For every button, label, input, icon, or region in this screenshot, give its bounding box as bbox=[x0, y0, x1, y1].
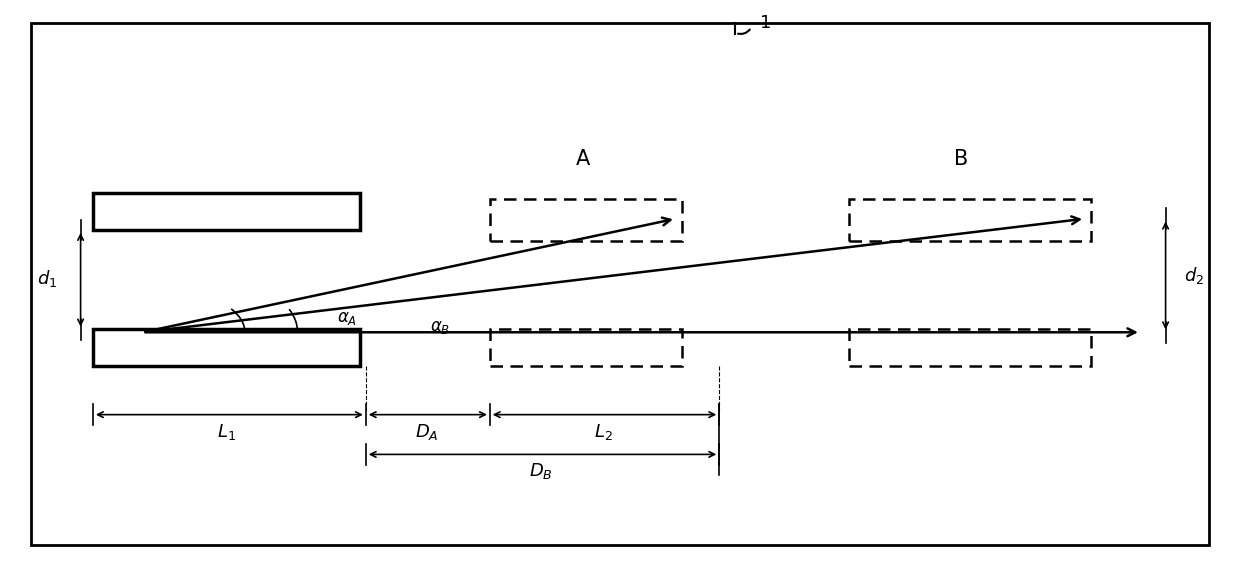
Text: B: B bbox=[954, 149, 968, 169]
Text: $L_1$: $L_1$ bbox=[217, 421, 237, 442]
Text: 1: 1 bbox=[760, 14, 771, 32]
Text: $d_2$: $d_2$ bbox=[1184, 265, 1204, 286]
Text: $d_1$: $d_1$ bbox=[37, 268, 57, 289]
Bar bbox=[849, 329, 1091, 366]
Text: A: A bbox=[575, 149, 590, 169]
Bar bbox=[490, 329, 682, 366]
Text: $L_2$: $L_2$ bbox=[594, 421, 614, 442]
Bar bbox=[93, 329, 360, 366]
Text: $D_A$: $D_A$ bbox=[414, 421, 439, 442]
Bar bbox=[93, 193, 360, 230]
Text: $\alpha_A$: $\alpha_A$ bbox=[337, 309, 357, 327]
Bar bbox=[849, 199, 1091, 241]
Text: $D_B$: $D_B$ bbox=[528, 461, 553, 482]
Text: $\alpha_B$: $\alpha_B$ bbox=[430, 318, 450, 336]
Bar bbox=[490, 199, 682, 241]
